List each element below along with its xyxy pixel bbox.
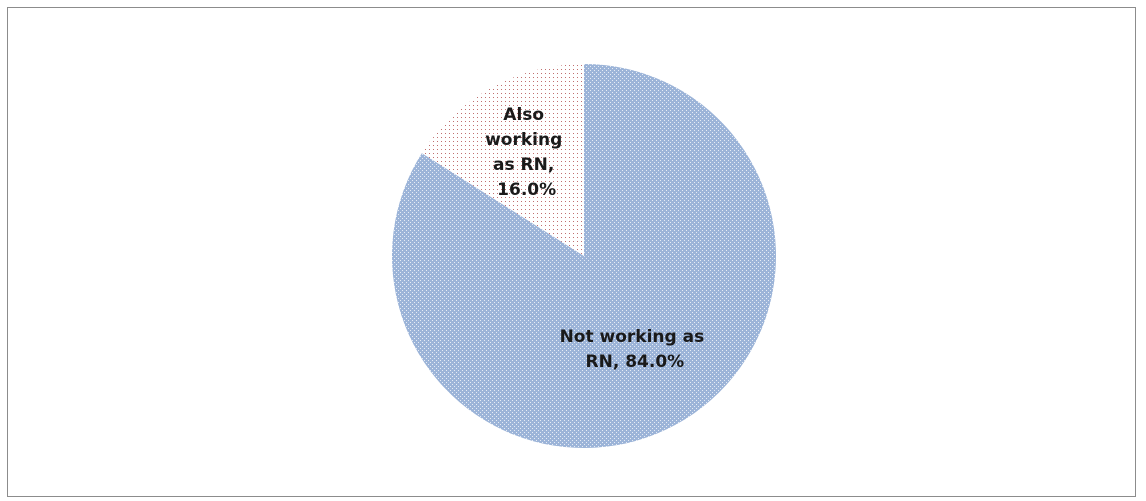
pie-slice-also-working-as-rn: [421, 64, 584, 256]
slice-label-line: RN, 84.0%: [586, 352, 685, 372]
slice-label-line: Not working as: [560, 327, 705, 347]
slice-label-line: working: [485, 130, 562, 150]
slice-label-line: 16.0%: [497, 180, 556, 200]
slice-label-line: Also: [503, 105, 544, 125]
slice-label-also-working-as-rn: Also working as RN, 16.0%: [485, 105, 568, 200]
slice-label-not-working-as-rn: Not working as RN, 84.0%: [560, 327, 711, 372]
slice-label-line: as RN,: [493, 155, 554, 175]
